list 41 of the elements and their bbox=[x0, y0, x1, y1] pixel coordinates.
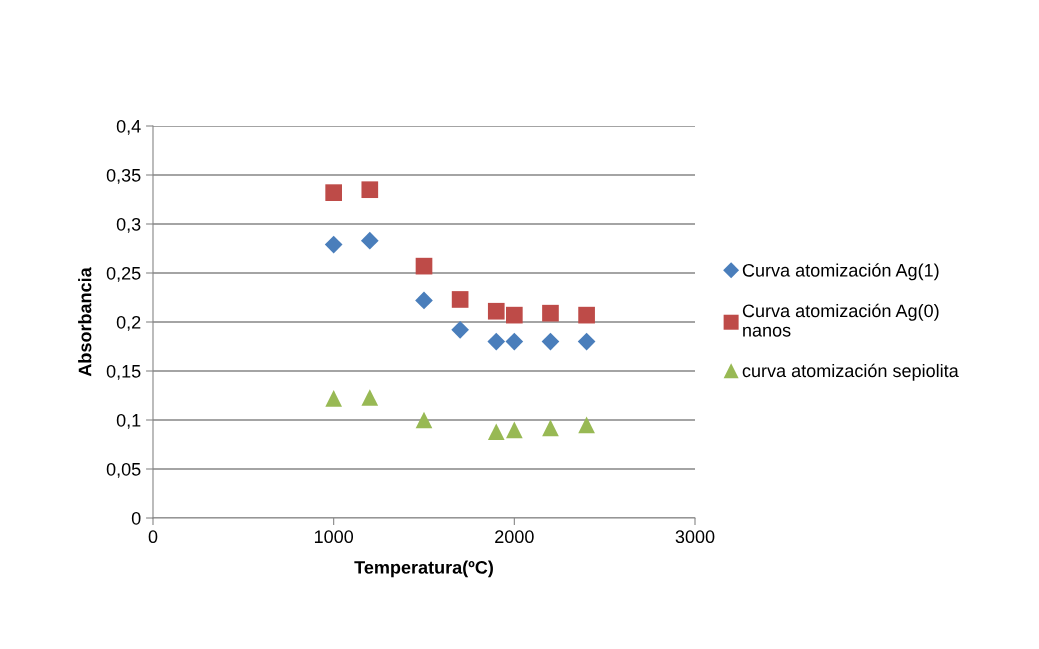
y-tick-label: 0,4 bbox=[116, 119, 141, 135]
point bbox=[487, 302, 505, 320]
point bbox=[324, 235, 343, 254]
point bbox=[451, 291, 469, 308]
point bbox=[361, 181, 379, 199]
point bbox=[506, 306, 523, 324]
point bbox=[325, 184, 342, 201]
y-tick-label: 0,3 bbox=[116, 217, 141, 233]
x-tick-label: 1000 bbox=[314, 530, 354, 544]
y-tick-label: 0 bbox=[131, 511, 141, 525]
y-tick-label: 0,2 bbox=[116, 315, 141, 331]
point bbox=[506, 421, 523, 439]
point bbox=[361, 389, 379, 406]
y-axis-title: Absorbancia bbox=[78, 267, 92, 377]
point bbox=[542, 304, 559, 322]
y-tick-label: 0,1 bbox=[116, 413, 141, 429]
point bbox=[487, 423, 505, 441]
point bbox=[415, 411, 433, 429]
y-tick-label: 0,15 bbox=[106, 364, 141, 380]
point bbox=[415, 291, 433, 310]
point bbox=[325, 390, 342, 407]
point bbox=[451, 321, 469, 339]
y-tick-label: 0,35 bbox=[106, 168, 141, 184]
point bbox=[541, 332, 560, 351]
x-tick-label: 2000 bbox=[495, 530, 534, 544]
point bbox=[415, 257, 433, 275]
point bbox=[360, 231, 379, 250]
legend-label: Curva atomización Ag(1) bbox=[742, 263, 939, 281]
legend-label: curva atomización sepiolita bbox=[742, 363, 959, 381]
point bbox=[542, 419, 559, 437]
x-tick-label: 0 bbox=[148, 530, 158, 544]
point bbox=[578, 306, 595, 324]
y-tick-label: 0,25 bbox=[106, 266, 141, 282]
legend-label: Curva atomización Ag(0) nanos bbox=[742, 303, 939, 337]
x-tick-label: 3000 bbox=[675, 530, 715, 544]
point bbox=[505, 332, 524, 351]
point bbox=[577, 332, 596, 351]
x-axis-title: Temperatura(ºC) bbox=[354, 560, 493, 578]
point bbox=[578, 416, 595, 434]
y-tick-label: 0,05 bbox=[106, 462, 141, 478]
point bbox=[487, 332, 506, 351]
